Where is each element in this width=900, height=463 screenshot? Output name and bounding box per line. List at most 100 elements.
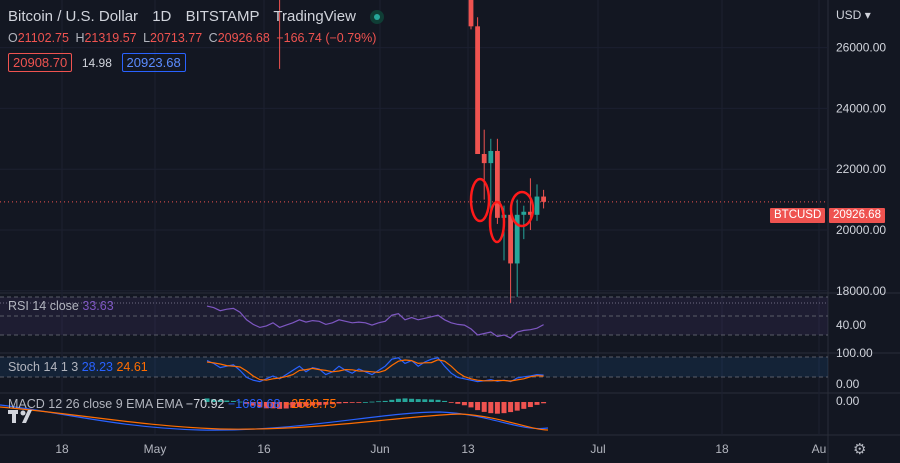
macd-histogram-bar xyxy=(277,402,283,409)
market-open-icon xyxy=(370,10,385,25)
macd-hist-value: −70.92 xyxy=(185,397,225,411)
stoch-label: Stoch xyxy=(8,360,40,374)
candle-body xyxy=(514,214,520,264)
buy-button[interactable]: 20923.68 xyxy=(121,53,186,72)
candle-body xyxy=(468,0,474,27)
macd-histogram-bar xyxy=(409,398,415,402)
macd-histogram-bar xyxy=(382,400,388,402)
time-axis-label: May xyxy=(144,442,167,456)
macd-histogram-bar xyxy=(475,402,481,411)
currency-label: USD xyxy=(836,8,862,22)
time-axis-label: 13 xyxy=(461,442,475,456)
time-axis-label: 18 xyxy=(715,442,729,456)
time-axis-label: Au xyxy=(812,442,827,456)
macd-histogram-bar xyxy=(283,402,289,409)
macd-histogram-bar xyxy=(442,400,448,402)
macd-histogram-bar xyxy=(402,398,408,402)
annotation-circle xyxy=(469,177,491,223)
sell-button[interactable]: 20908.70 xyxy=(8,53,73,72)
macd-histogram-bar xyxy=(514,402,520,411)
macd-histogram-bar xyxy=(376,401,382,403)
macd-histogram-bar xyxy=(422,399,428,402)
macd-axis-label: 0.00 xyxy=(836,394,860,408)
macd-histogram-bar xyxy=(257,402,263,408)
bid-ask-widget: 20908.70 14.98 20923.68 xyxy=(8,53,186,72)
macd-histogram-bar xyxy=(448,402,454,403)
close-label: C xyxy=(208,31,218,45)
time-axis-label: 16 xyxy=(257,442,271,456)
source-label: TradingView xyxy=(273,8,356,25)
high-value: 21319.57 xyxy=(84,31,137,45)
currency-select[interactable]: USD ▾ xyxy=(836,8,871,22)
macd-histogram-bar xyxy=(336,402,342,404)
price-axis-label: 20000.00 xyxy=(836,223,886,237)
last-price-tag: 20926.68 xyxy=(829,208,885,223)
macd-histogram-bar xyxy=(224,400,230,402)
macd-histogram-bar xyxy=(488,402,494,414)
macd-signal-line xyxy=(0,406,549,431)
macd-histogram-bar xyxy=(303,402,309,407)
rsi-params: 14 close xyxy=(32,299,79,313)
time-axis-label: Jul xyxy=(590,442,605,456)
stoch-d-line xyxy=(206,359,544,382)
chevron-down-icon: ▾ xyxy=(864,8,871,22)
macd-histogram-bar xyxy=(263,402,269,409)
candle-body xyxy=(481,154,487,164)
macd-histogram-bar xyxy=(356,402,362,403)
macd-histogram-bar xyxy=(461,402,467,406)
high-label: H xyxy=(75,31,85,45)
macd-histogram-bar xyxy=(369,401,375,403)
logo-stem xyxy=(12,410,16,423)
rsi-axis-label: 40.00 xyxy=(836,318,866,332)
macd-histogram-bar xyxy=(389,399,395,402)
macd-histogram-bar xyxy=(217,400,223,402)
macd-params: 12 26 close 9 EMA EMA xyxy=(48,397,183,411)
stoch-params: 14 1 3 xyxy=(43,360,79,374)
stoch-axis-label: 0.00 xyxy=(836,377,860,391)
macd-histogram-bar xyxy=(468,402,474,408)
macd-histogram-bar xyxy=(310,402,316,406)
rsi-legend[interactable]: RSI 14 close 33.63 xyxy=(8,299,114,313)
chart-header: Bitcoin / U.S. Dollar 1D BITSTAMP Tradin… xyxy=(8,8,394,25)
macd-histogram-bar xyxy=(316,402,322,406)
macd-histogram-bar xyxy=(349,402,355,403)
open-label: O xyxy=(8,31,18,45)
low-value: 20713.77 xyxy=(150,31,203,45)
gear-icon[interactable]: ⚙ xyxy=(853,441,867,458)
close-value: 20926.68 xyxy=(217,31,270,45)
exchange-label: BITSTAMP xyxy=(185,8,260,25)
macd-histogram-bar xyxy=(428,399,434,402)
time-axis-label: Jun xyxy=(370,442,389,456)
macd-histogram-bar xyxy=(211,399,217,402)
logo-dot xyxy=(20,410,26,416)
macd-histogram-bar xyxy=(455,402,461,404)
rsi-line xyxy=(206,305,544,339)
stoch-k-value: 28.23 xyxy=(81,360,113,374)
macd-label: MACD xyxy=(8,397,45,411)
stoch-d-value: 24.61 xyxy=(116,360,148,374)
macd-histogram-bar xyxy=(270,402,276,409)
interval-label[interactable]: 1D xyxy=(152,8,172,25)
symbol-name[interactable]: Bitcoin / U.S. Dollar xyxy=(8,8,139,25)
candle-body xyxy=(521,211,527,215)
macd-histogram-bar xyxy=(290,402,296,408)
spread-value: 14.98 xyxy=(81,56,112,70)
candle-body xyxy=(508,214,513,264)
macd-legend[interactable]: MACD 12 26 close 9 EMA EMA −70.92 −1669.… xyxy=(8,397,336,411)
macd-histogram-bar xyxy=(323,402,329,405)
macd-histogram-bar xyxy=(395,398,401,402)
annotation-circle xyxy=(509,190,535,228)
symbol-price-tag: BTCUSD xyxy=(770,208,826,223)
rsi-value: 33.63 xyxy=(82,299,114,313)
macd-histogram-bar xyxy=(362,402,368,403)
candle-body xyxy=(495,150,500,218)
price-axis-label: 18000.00 xyxy=(836,284,886,298)
macd-histogram-bar xyxy=(534,402,540,405)
macd-histogram-bar xyxy=(329,402,335,405)
macd-histogram-bar xyxy=(230,400,236,402)
candle-body xyxy=(528,211,533,215)
macd-histogram-bar xyxy=(541,402,547,404)
macd-histogram-bar xyxy=(343,402,349,404)
stoch-legend[interactable]: Stoch 14 1 3 28.23 24.61 xyxy=(8,360,148,374)
